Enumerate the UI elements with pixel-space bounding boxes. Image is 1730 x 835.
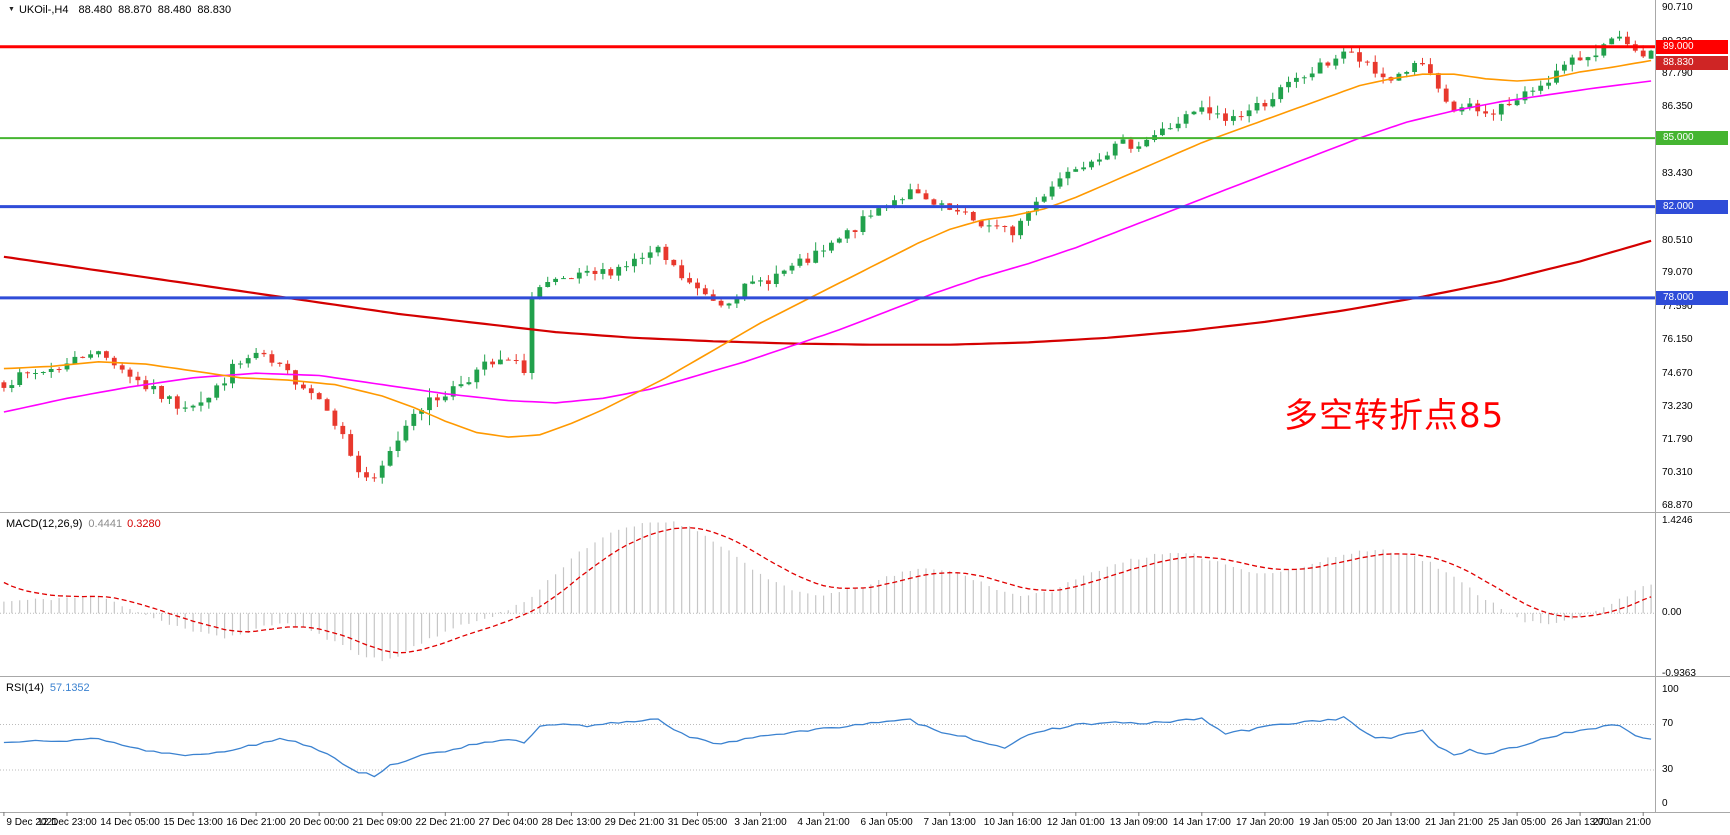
macd-value-signal: 0.3280 <box>127 518 161 530</box>
time-axis[interactable] <box>0 812 1730 835</box>
macd-indicator-caption: MACD(12,26,9) 0.4441 0.3280 <box>6 518 161 530</box>
rsi-panel[interactable] <box>0 679 1655 812</box>
rsi-label: RSI(14) <box>6 682 44 694</box>
price-low-value: 88.480 <box>157 4 192 16</box>
price-open-value: 88.480 <box>78 4 113 16</box>
macd-signal-line <box>3 527 1652 654</box>
ma-mid-line <box>3 80 1652 413</box>
macd-panel[interactable] <box>0 515 1655 675</box>
ma-fast-line <box>3 59 1652 438</box>
chart-annotation: 多空转折点85 <box>1284 396 1505 436</box>
macd-label: MACD(12,26,9) <box>6 518 83 530</box>
macd-value-main: 0.4441 <box>88 518 123 530</box>
rsi-indicator-caption: RSI(14) 57.1352 <box>6 682 90 694</box>
macd-histogram <box>3 521 1652 662</box>
symbol-marker-icon: ▼ <box>8 6 15 13</box>
price-close-value: 88.830 <box>197 4 232 16</box>
price-high-value: 88.870 <box>118 4 152 16</box>
chart-title-overlay: ▼ UKOil-,H4 88.480 88.870 88.480 88.830 <box>8 4 237 16</box>
price-axis[interactable] <box>1655 0 1730 812</box>
rsi-value: 57.1352 <box>49 682 90 694</box>
symbol-period-label: UKOil-,H4 <box>18 4 69 16</box>
rsi-line <box>3 715 1652 778</box>
